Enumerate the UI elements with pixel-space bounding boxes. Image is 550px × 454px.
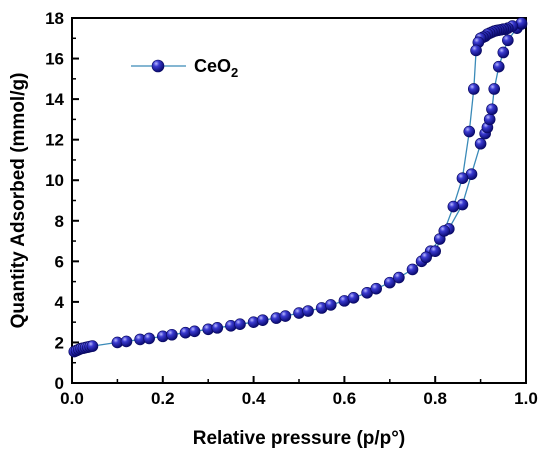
- plot-border: [71, 17, 527, 384]
- adsorption-point: [488, 83, 501, 95]
- adsorption-point: [188, 325, 201, 338]
- x-tick-label: 0.0: [60, 389, 84, 408]
- series-lines: [74, 22, 522, 353]
- adsorption-point: [393, 271, 405, 284]
- y-tick-label: 10: [45, 171, 64, 190]
- x-tick-label: 0.2: [151, 389, 175, 408]
- adsorption-line: [74, 23, 522, 353]
- y-tick-label: 4: [55, 293, 65, 312]
- y-tick-label: 14: [45, 90, 64, 109]
- adsorption-point: [483, 113, 496, 126]
- adsorption-point: [234, 318, 246, 330]
- desorption-point: [456, 172, 469, 184]
- adsorption-point: [302, 305, 314, 317]
- x-tick-label: 0.6: [333, 389, 357, 408]
- desorption-point: [463, 125, 476, 138]
- legend-label-main: CeO: [194, 56, 231, 76]
- adsorption-point: [502, 34, 514, 47]
- adsorption-point: [383, 276, 396, 289]
- legend-label: CeO2: [194, 56, 238, 80]
- desorption-point: [467, 83, 480, 95]
- adsorption-point: [324, 299, 337, 311]
- x-tick-label: 0.8: [423, 389, 447, 408]
- desorption-line: [425, 22, 522, 258]
- y-tick-label: 2: [55, 333, 64, 352]
- adsorption-point: [406, 263, 419, 276]
- adsorption-point: [492, 60, 505, 73]
- adsorption-point: [370, 282, 382, 295]
- legend-label-subscript: 2: [231, 65, 238, 80]
- legend-marker: [151, 59, 165, 73]
- adsorption-point: [486, 103, 498, 116]
- adsorption-point: [279, 310, 292, 322]
- adsorption-point: [497, 46, 510, 59]
- y-tick-label: 16: [45, 50, 64, 69]
- adsorption-point: [143, 332, 155, 345]
- x-axis: 0.0 0.2 0.4 0.6 0.8 1.0: [60, 376, 538, 408]
- adsorption-point: [256, 314, 269, 326]
- x-tick-label: 0.4: [242, 389, 266, 408]
- y-axis: 0 2 4 6 8 10 12 14 16 18: [45, 9, 79, 393]
- y-tick-label: 18: [45, 9, 64, 28]
- adsorption-point: [211, 322, 224, 334]
- desorption-point: [470, 44, 482, 57]
- adsorption-point: [474, 137, 487, 150]
- desorption-point: [429, 245, 442, 257]
- plot-frame: [71, 17, 527, 384]
- adsorption-point: [347, 292, 360, 304]
- adsorption-point: [86, 340, 99, 352]
- adsorption-point: [120, 335, 133, 348]
- y-tick-label: 12: [45, 131, 64, 150]
- x-axis-label: Relative pressure (p/p°): [193, 428, 405, 449]
- y-tick-label: 8: [55, 212, 64, 231]
- x-tick-label: 1.0: [514, 389, 538, 408]
- adsorption-point: [166, 328, 178, 341]
- y-tick-label: 6: [55, 252, 64, 271]
- desorption-point: [420, 251, 432, 264]
- legend: CeO2: [131, 56, 238, 80]
- y-axis-label: Quantity Adsorbed (mmol/g): [8, 73, 29, 329]
- desorption-point: [438, 225, 451, 237]
- y-tick-label: 0: [55, 374, 64, 393]
- desorption-point: [447, 200, 460, 213]
- series-points: [68, 17, 528, 358]
